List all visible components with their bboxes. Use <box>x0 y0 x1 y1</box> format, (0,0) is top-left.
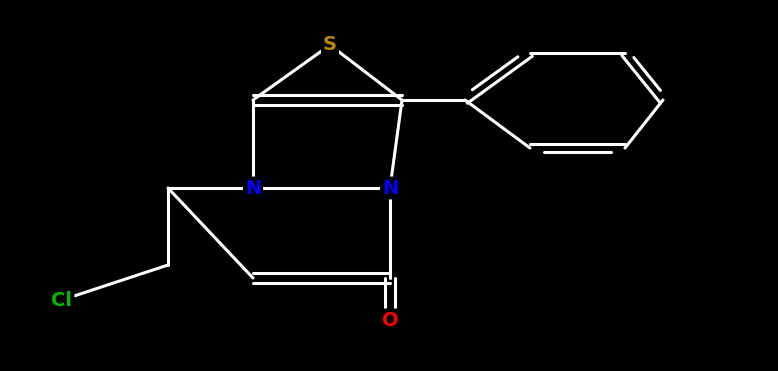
Text: S: S <box>323 36 337 55</box>
Text: Cl: Cl <box>51 290 72 309</box>
Text: O: O <box>382 311 398 329</box>
Text: N: N <box>382 178 398 197</box>
Text: N: N <box>245 178 261 197</box>
